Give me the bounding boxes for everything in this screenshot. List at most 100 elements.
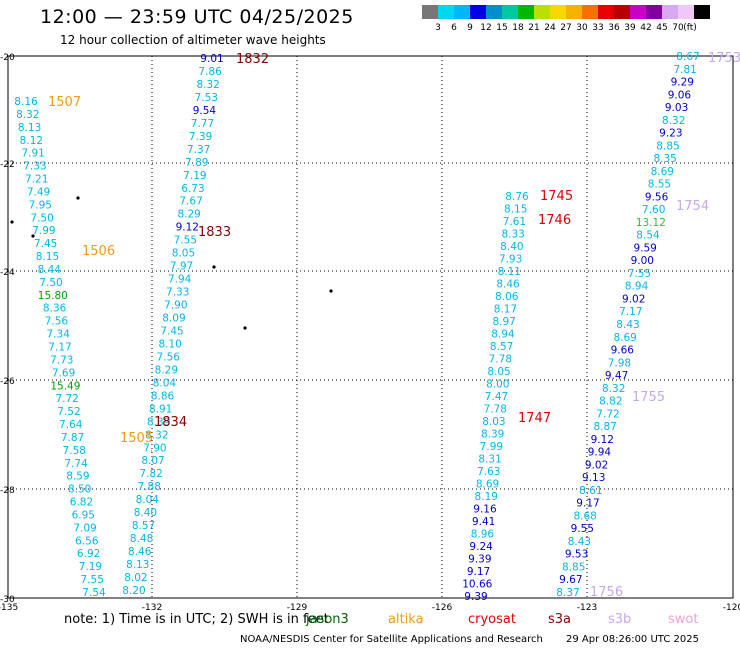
swh-value: 9.17 xyxy=(576,498,599,510)
swh-value: 13.12 xyxy=(636,217,666,229)
swh-value: 8.55 xyxy=(648,179,671,191)
swh-value: 7.99 xyxy=(480,441,503,453)
pass-time-label: 1833 xyxy=(198,225,231,240)
swh-value: 8.57 xyxy=(490,341,513,353)
swh-value: 9.67 xyxy=(559,574,582,586)
pass-time-label: 1834 xyxy=(154,415,187,430)
pass-time-label: 1506 xyxy=(82,244,115,259)
satellite-name: swot xyxy=(668,612,699,627)
altimeter-map: -135 -132 -129 -126 -123 -120 -20 -22 -24 -26 -28 -… xyxy=(0,51,740,610)
swh-value: 7.99 xyxy=(32,225,55,237)
swh-value: 9.56 xyxy=(645,191,669,203)
legend-label: 24 xyxy=(544,23,556,33)
swh-value: 9.02 xyxy=(622,293,645,305)
swh-value: 8.13 xyxy=(126,559,149,571)
swh-value: 8.94 xyxy=(491,329,515,341)
swh-value: 8.09 xyxy=(162,313,185,325)
swh-value: 8.06 xyxy=(495,291,519,303)
legend-unit: (ft) xyxy=(683,23,697,33)
swh-value: 9.94 xyxy=(588,447,612,459)
swh-value: 7.91 xyxy=(21,148,44,160)
legend-label: 12 xyxy=(480,23,492,33)
footer-note: note: 1) Time is in UTC; 2) SWH is in fe… xyxy=(64,612,329,627)
swh-value: 7.72 xyxy=(55,393,78,405)
swh-value: 6.95 xyxy=(72,509,95,521)
credit-line: NOAA/NESDIS Center for Satellite Applica… xyxy=(240,634,543,645)
swh-value: 7.77 xyxy=(191,118,214,130)
pass-time-label: 1747 xyxy=(518,411,551,426)
swh-value: 7.47 xyxy=(485,391,508,403)
island-dot xyxy=(243,326,247,330)
swh-value: 7.64 xyxy=(59,419,83,431)
swh-value: 8.32 xyxy=(196,79,219,91)
swh-value: 8.39 xyxy=(481,429,504,441)
pass-time-labels: 1832 1833 1834 1507 1506 1505 1745 1746 1747 1753… xyxy=(48,51,740,600)
legend-label: 33 xyxy=(592,23,604,33)
swh-value: 8.32 xyxy=(16,109,39,121)
swh-value: 7.56 xyxy=(45,316,69,328)
swh-value: 9.16 xyxy=(473,504,497,516)
swh-value: 8.02 xyxy=(124,572,147,584)
swh-value: 9.53 xyxy=(565,549,588,561)
legend-label: 21 xyxy=(528,23,540,33)
swh-value: 7.89 xyxy=(185,157,208,169)
satellite-name: s3b xyxy=(608,612,632,627)
swh-value: 8.32 xyxy=(662,115,685,127)
swh-value: 8.46 xyxy=(128,546,152,558)
swh-value: 8.59 xyxy=(66,471,89,483)
swh-value: 9.13 xyxy=(582,472,605,484)
generated-timestamp: 29 Apr 08:26:00 UTC 2025 xyxy=(566,634,699,645)
swh-value: 8.12 xyxy=(20,135,43,147)
page-subtitle: 12 hour collection of altimeter wave hei… xyxy=(60,33,326,47)
legend-label: 3 xyxy=(435,23,441,33)
island-dot xyxy=(31,234,35,238)
swh-value: 7.37 xyxy=(187,144,210,156)
swh-value: 8.10 xyxy=(158,338,181,350)
legend-label: 15 xyxy=(496,23,508,33)
swh-value: 9.66 xyxy=(611,345,635,357)
swh-value: 8.87 xyxy=(593,421,616,433)
swh-value: 8.50 xyxy=(68,484,91,496)
legend-swatch xyxy=(518,5,534,19)
pass-time-label: 1832 xyxy=(236,52,269,67)
swh-value: 8.29 xyxy=(155,364,178,376)
swh-value: 9.12 xyxy=(176,222,199,234)
swh-value: 7.55 xyxy=(628,268,651,280)
swh-value: 8.39 xyxy=(147,416,170,428)
legend-swatch xyxy=(550,5,566,19)
longitude-label: -132 xyxy=(142,603,162,610)
legend-label: 18 xyxy=(512,23,524,33)
swh-value: 7.61 xyxy=(503,216,526,228)
swh-value: 7.45 xyxy=(160,325,183,337)
swh-value: 7.33 xyxy=(23,161,46,173)
swh-value: 9.29 xyxy=(671,77,694,89)
latitude-label: -22 xyxy=(0,160,15,170)
swh-value: 8.15 xyxy=(504,204,527,216)
swh-value: 9.17 xyxy=(467,566,490,578)
map-axis-labels: -135 -132 -129 -126 -123 -120 -20 -22 -24 -26 -28 -… xyxy=(0,53,740,610)
pass-time-label: 1755 xyxy=(632,390,665,405)
swh-value: 7.94 xyxy=(168,274,192,286)
swh-value: 8.13 xyxy=(18,122,41,134)
swh-value: 9.41 xyxy=(472,516,495,528)
swh-value: 8.04 xyxy=(153,377,177,389)
swh-value: 15.49 xyxy=(50,380,80,392)
map-frame xyxy=(7,55,734,599)
island-dot xyxy=(212,265,216,269)
pass-time-label: 1754 xyxy=(676,199,709,214)
swh-value: 7.50 xyxy=(30,212,53,224)
legend-label: 27 xyxy=(560,23,572,33)
latitude-label: -20 xyxy=(0,53,15,63)
swh-value: 9.23 xyxy=(659,128,682,140)
pass-time-label: 1505 xyxy=(120,431,153,446)
legend-label: 39 xyxy=(624,23,636,33)
satellite-tracks: 9.017.868.327.539.547.777.397.377.897.19… xyxy=(14,51,699,603)
swh-value: 7.72 xyxy=(596,408,619,420)
swh-value: 8.94 xyxy=(625,281,649,293)
swh-value: 6.73 xyxy=(181,183,204,195)
swh-value: 9.39 xyxy=(468,554,491,566)
latitude-label: -28 xyxy=(0,486,15,496)
swh-value: 8.20 xyxy=(122,585,145,597)
longitude-label: -120 xyxy=(723,603,740,610)
swh-value: 8.54 xyxy=(636,230,660,242)
